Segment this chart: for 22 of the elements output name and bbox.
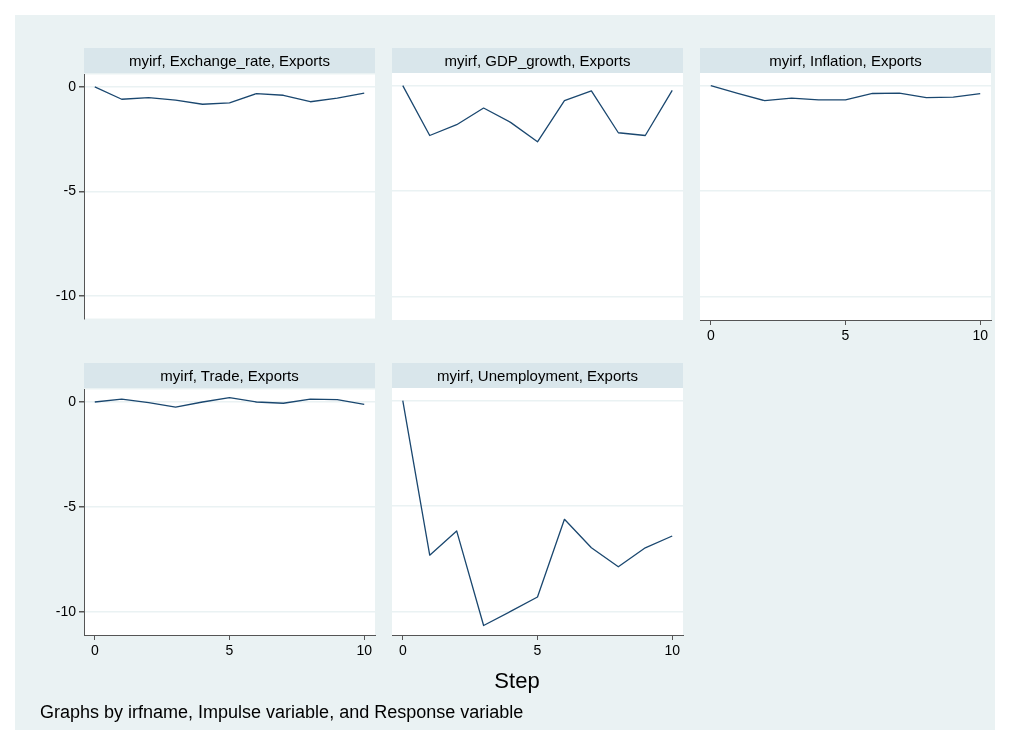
y-tick-label: -10 [55, 602, 77, 619]
y-tick-label: 0 [68, 77, 77, 94]
x-tick-label: 0 [706, 327, 715, 344]
x-tick-label: 5 [225, 642, 234, 659]
x-tick-label: 0 [90, 642, 99, 659]
chart-title: myirf, Inflation, Exports [700, 48, 991, 73]
chart-title: myirf, Exchange_rate, Exports [84, 48, 375, 73]
x-tick-label: 0 [398, 642, 407, 659]
y-tick-label: -10 [55, 286, 77, 303]
x-tick-label: 10 [972, 327, 989, 344]
y-tick-label: -5 [63, 497, 77, 514]
text: Graphs by irfname, Impulse variable, and Response variable [40, 702, 524, 723]
x-axis-title: Step [493, 668, 541, 694]
x-tick-label: 5 [533, 642, 542, 659]
y-tick-label: -5 [63, 182, 77, 199]
x-tick-label: 10 [664, 642, 681, 659]
x-tick-label: 10 [356, 642, 373, 659]
x-tick-label: 5 [841, 327, 850, 344]
y-tick-label: 0 [68, 392, 77, 409]
chart-title: myirf, Trade, Exports [84, 363, 375, 388]
chart-title: myirf, GDP_growth, Exports [392, 48, 683, 73]
chart-title: myirf, Unemployment, Exports [392, 363, 683, 388]
